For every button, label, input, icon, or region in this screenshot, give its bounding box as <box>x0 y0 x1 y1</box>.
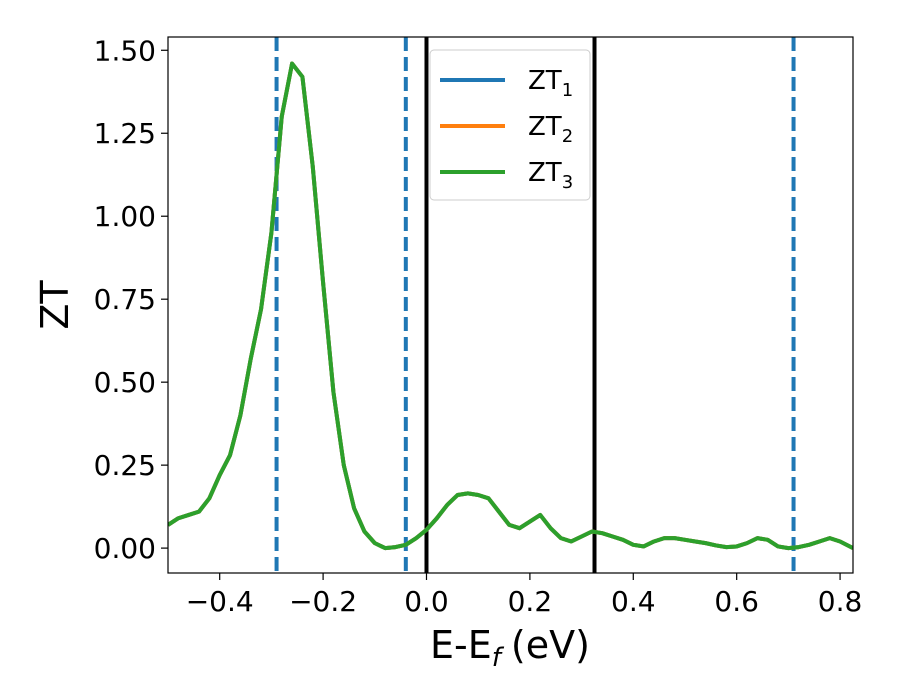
legend-label-1: ZT1 <box>528 66 573 101</box>
x-axis-label-main: E-E <box>430 623 492 667</box>
y-tick-label-6: 1.50 <box>94 34 156 67</box>
y-tick-label-5: 1.25 <box>94 117 156 150</box>
legend-label-3: ZT3 <box>528 158 573 193</box>
y-tick-label-4: 1.00 <box>94 200 156 233</box>
plot-area <box>168 37 853 573</box>
x-tick-label-1: −0.2 <box>289 585 357 618</box>
series-line-3 <box>168 61 853 551</box>
x-tick-label-6: 0.8 <box>818 585 863 618</box>
y-tick-label-0: 0.00 <box>94 532 156 565</box>
legend-label-2: ZT2 <box>528 112 573 147</box>
x-axis-label-sub: f <box>492 643 505 673</box>
legend: ZT1 ZT2 ZT3 <box>429 49 591 201</box>
y-tick-label-1: 0.25 <box>94 449 156 482</box>
y-axis-ticks: 0.00 0.25 0.50 0.75 1.00 1.25 1.50 <box>94 34 168 565</box>
vertical-lines <box>274 37 796 573</box>
x-tick-label-0: −0.4 <box>186 585 254 618</box>
series-lines <box>168 61 853 551</box>
x-tick-label-3: 0.2 <box>508 585 553 618</box>
x-tick-label-4: 0.4 <box>611 585 656 618</box>
x-axis-label: E-Ef (eV) <box>430 623 590 673</box>
x-axis-label-unit: (eV) <box>511 623 590 667</box>
x-axis-ticks: −0.4 −0.2 0.0 0.2 0.4 0.6 0.8 <box>186 573 863 618</box>
x-tick-label-2: 0.0 <box>404 585 449 618</box>
legend-box <box>429 49 591 201</box>
y-tick-label-2: 0.50 <box>94 366 156 399</box>
y-tick-label-3: 0.75 <box>94 283 156 316</box>
x-tick-label-5: 0.6 <box>714 585 759 618</box>
axes-frame <box>167 36 854 574</box>
y-axis-label: ZT <box>33 280 77 330</box>
